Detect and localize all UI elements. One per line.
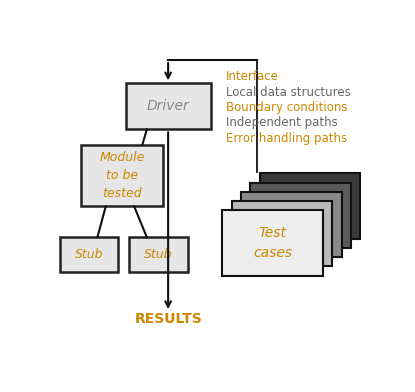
Text: Driver: Driver (147, 99, 190, 113)
Bar (241, 192, 342, 257)
Bar (222, 210, 323, 276)
Text: Test
cases: Test cases (253, 226, 292, 260)
Text: Stub: Stub (74, 248, 103, 261)
Bar (125, 83, 211, 129)
Bar (81, 145, 163, 207)
Bar (129, 237, 188, 272)
Text: Module
to be
tested: Module to be tested (99, 151, 145, 200)
Text: Boundary conditions: Boundary conditions (226, 101, 348, 114)
Bar (259, 173, 360, 239)
Text: Stub: Stub (144, 248, 173, 261)
Text: Interface: Interface (226, 70, 279, 83)
Text: Independent paths: Independent paths (226, 116, 338, 129)
Bar (250, 183, 351, 248)
Text: Local data structures: Local data structures (226, 85, 351, 98)
Bar (60, 237, 118, 272)
Text: Error handling paths: Error handling paths (226, 132, 347, 145)
Bar (232, 201, 332, 267)
Text: RESULTS: RESULTS (134, 312, 202, 326)
